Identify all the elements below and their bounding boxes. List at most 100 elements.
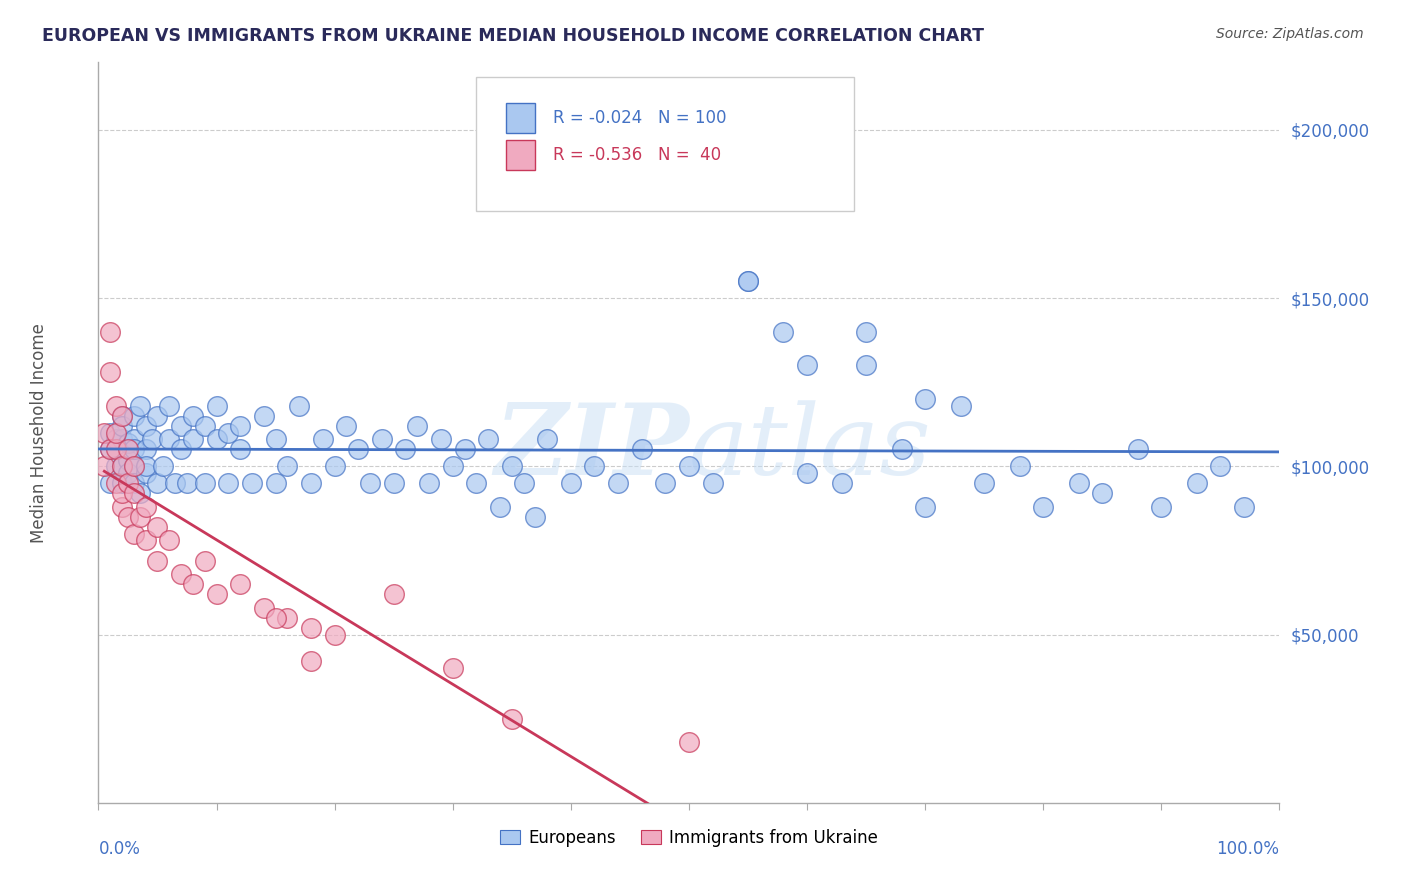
Point — [111, 459, 134, 474]
Point — [117, 476, 139, 491]
Point — [264, 610, 287, 624]
Point — [855, 325, 877, 339]
Point — [157, 399, 180, 413]
Point — [122, 526, 145, 541]
Point — [135, 459, 157, 474]
Point — [855, 359, 877, 373]
Point — [253, 409, 276, 423]
Point — [1032, 500, 1054, 514]
Point — [288, 399, 311, 413]
Point — [1150, 500, 1173, 514]
Point — [122, 409, 145, 423]
Point — [128, 509, 150, 524]
Point — [312, 433, 335, 447]
Text: Source: ZipAtlas.com: Source: ZipAtlas.com — [1216, 27, 1364, 41]
Point — [501, 712, 523, 726]
Point — [165, 476, 187, 491]
Point — [347, 442, 370, 457]
Point — [501, 459, 523, 474]
Point — [98, 442, 121, 457]
Point — [1185, 476, 1208, 491]
Point — [678, 459, 700, 474]
Point — [111, 459, 134, 474]
Point — [135, 466, 157, 480]
Point — [117, 466, 139, 480]
Point — [135, 500, 157, 514]
Point — [105, 476, 128, 491]
Point — [1233, 500, 1256, 514]
Point — [181, 577, 204, 591]
Point — [146, 476, 169, 491]
Point — [276, 459, 298, 474]
Point — [217, 476, 239, 491]
Point — [607, 476, 630, 491]
FancyBboxPatch shape — [477, 78, 855, 211]
Point — [654, 476, 676, 491]
Point — [914, 392, 936, 406]
Point — [98, 442, 121, 457]
Point — [796, 466, 818, 480]
Point — [276, 610, 298, 624]
Point — [128, 399, 150, 413]
Point — [105, 425, 128, 440]
Point — [1067, 476, 1090, 491]
Point — [111, 486, 134, 500]
Point — [181, 433, 204, 447]
Point — [105, 459, 128, 474]
FancyBboxPatch shape — [506, 140, 536, 169]
Point — [430, 433, 453, 447]
Point — [949, 399, 972, 413]
Point — [524, 509, 547, 524]
Point — [194, 476, 217, 491]
Point — [489, 500, 512, 514]
Text: R = -0.024   N = 100: R = -0.024 N = 100 — [553, 109, 727, 127]
Point — [299, 476, 322, 491]
Point — [477, 433, 499, 447]
Point — [441, 661, 464, 675]
Point — [128, 486, 150, 500]
Point — [141, 433, 163, 447]
Point — [98, 325, 121, 339]
Point — [205, 399, 228, 413]
Point — [98, 476, 121, 491]
Point — [737, 274, 759, 288]
Point — [122, 476, 145, 491]
Point — [678, 735, 700, 749]
Point — [465, 476, 488, 491]
Point — [229, 442, 252, 457]
Point — [176, 476, 198, 491]
Point — [1126, 442, 1149, 457]
Point — [93, 425, 115, 440]
Point — [157, 433, 180, 447]
Point — [170, 442, 193, 457]
Point — [264, 476, 287, 491]
Point — [229, 577, 252, 591]
Point — [152, 459, 174, 474]
Point — [111, 409, 134, 423]
Text: 0.0%: 0.0% — [98, 840, 141, 858]
Point — [111, 476, 134, 491]
Point — [205, 433, 228, 447]
Point — [117, 509, 139, 524]
Point — [264, 433, 287, 447]
Point — [359, 476, 381, 491]
Point — [105, 442, 128, 457]
Point — [194, 418, 217, 433]
FancyBboxPatch shape — [506, 103, 536, 133]
Point — [299, 621, 322, 635]
Point — [890, 442, 912, 457]
Text: atlas: atlas — [689, 400, 932, 495]
Point — [135, 418, 157, 433]
Point — [135, 442, 157, 457]
Text: R = -0.536   N =  40: R = -0.536 N = 40 — [553, 146, 721, 164]
Point — [111, 418, 134, 433]
Point — [93, 459, 115, 474]
Point — [831, 476, 853, 491]
Point — [98, 425, 121, 440]
Point — [122, 459, 145, 474]
Point — [111, 500, 134, 514]
Point — [323, 459, 346, 474]
Point — [135, 533, 157, 548]
Point — [111, 433, 134, 447]
Point — [418, 476, 440, 491]
